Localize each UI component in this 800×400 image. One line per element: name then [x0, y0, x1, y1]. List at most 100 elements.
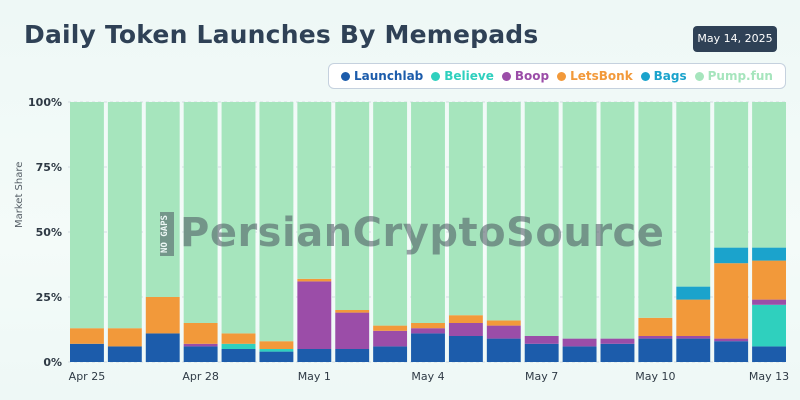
bar-segment-pump-fun[interactable]	[486, 102, 521, 321]
bar-segment-launchlab[interactable]	[448, 336, 483, 362]
bar-segment-launchlab[interactable]	[297, 349, 332, 362]
bar-segment-launchlab[interactable]	[486, 338, 521, 362]
bar-segment-pump-fun[interactable]	[676, 102, 711, 287]
legend-swatch	[640, 71, 650, 81]
bar-segment-pump-fun[interactable]	[714, 102, 749, 248]
bar-segment-boop[interactable]	[448, 323, 483, 336]
page-title: Daily Token Launches By Memepads	[24, 20, 539, 49]
bar-segment-believe[interactable]	[221, 343, 256, 349]
y-tick-label: 75%	[36, 161, 62, 174]
bar-segment-bags[interactable]	[752, 247, 786, 261]
legend-item-boop[interactable]: Boop	[501, 69, 550, 83]
legend-item-launchlab[interactable]: Launchlab	[340, 69, 423, 83]
bar-segment-pump-fun[interactable]	[70, 102, 104, 329]
bar-segment-boop[interactable]	[373, 330, 408, 347]
bar-segment-launchlab[interactable]	[411, 333, 445, 362]
bar-segment-launchlab[interactable]	[714, 341, 749, 362]
bar-segment-boop[interactable]	[297, 281, 332, 349]
bar-segment-letsbonk[interactable]	[335, 310, 370, 313]
bar-segment-boop[interactable]	[524, 336, 559, 344]
bar-segment-boop[interactable]	[562, 338, 597, 347]
legend-swatch	[340, 71, 350, 81]
bar-segment-letsbonk[interactable]	[145, 297, 180, 334]
legend-item-believe[interactable]: Believe	[431, 69, 494, 83]
bar-segment-letsbonk[interactable]	[297, 278, 332, 282]
bar-segment-launchlab[interactable]	[676, 338, 711, 362]
bar-segment-letsbonk[interactable]	[486, 320, 521, 326]
watermark-logo-block	[160, 212, 174, 256]
bar-segment-launchlab[interactable]	[183, 346, 218, 362]
bar-segment-pump-fun[interactable]	[297, 102, 332, 279]
legend-label: Believe	[444, 69, 494, 83]
y-tick-label: 100%	[28, 96, 62, 109]
x-tick-label: May 7	[525, 370, 558, 383]
bar-segment-launchlab[interactable]	[259, 351, 294, 362]
bar-segment-pump-fun[interactable]	[448, 102, 483, 316]
bar-segment-letsbonk[interactable]	[259, 341, 294, 349]
bar-segment-letsbonk[interactable]	[638, 317, 673, 336]
bar-segment-launchlab[interactable]	[373, 346, 408, 362]
bar-segment-letsbonk[interactable]	[411, 323, 445, 329]
bar-segment-boop[interactable]	[183, 343, 218, 347]
bar-segment-letsbonk[interactable]	[676, 299, 711, 336]
bar-segment-launchlab[interactable]	[145, 333, 180, 362]
bar-segment-pump-fun[interactable]	[524, 102, 559, 336]
bar-segment-launchlab[interactable]	[524, 343, 559, 362]
bar-segment-pump-fun[interactable]	[373, 102, 408, 326]
legend-label: Boop	[514, 69, 550, 83]
bar-segment-believe[interactable]	[752, 304, 786, 347]
bar-segment-pump-fun[interactable]	[411, 102, 445, 323]
bar-segment-launchlab[interactable]	[638, 338, 673, 362]
bar-segment-pump-fun[interactable]	[752, 102, 786, 248]
bar-segment-launchlab[interactable]	[70, 343, 104, 362]
bar-segment-boop[interactable]	[335, 312, 370, 349]
bar-segment-pump-fun[interactable]	[221, 102, 256, 334]
bar-segment-pump-fun[interactable]	[600, 102, 635, 339]
bar-segment-letsbonk[interactable]	[70, 328, 104, 344]
legend-label: LetsBonk	[570, 69, 633, 83]
bar-segment-letsbonk[interactable]	[221, 333, 256, 344]
bar-segment-launchlab[interactable]	[562, 346, 597, 362]
x-tick-label: Apr 28	[182, 370, 219, 383]
bar-segment-pump-fun[interactable]	[107, 102, 142, 329]
legend-swatch	[694, 71, 704, 81]
bar-segment-pump-fun[interactable]	[183, 102, 218, 323]
bar-segment-launchlab[interactable]	[752, 346, 786, 362]
bar-segment-letsbonk[interactable]	[373, 325, 408, 331]
bar-segment-pump-fun[interactable]	[335, 102, 370, 310]
bar-segment-boop[interactable]	[638, 336, 673, 339]
legend-swatch	[501, 71, 511, 81]
bar-segment-launchlab[interactable]	[335, 349, 370, 362]
bar-segment-pump-fun[interactable]	[638, 102, 673, 318]
bar-segment-bags[interactable]	[676, 286, 711, 300]
bar-segment-boop[interactable]	[486, 325, 521, 339]
x-tick-label: May 1	[298, 370, 331, 383]
bar-segment-pump-fun[interactable]	[145, 102, 180, 297]
bar-segment-pump-fun[interactable]	[562, 102, 597, 339]
bar-segment-letsbonk[interactable]	[183, 323, 218, 344]
bar-segment-bags[interactable]	[714, 247, 749, 264]
bar-segment-boop[interactable]	[752, 299, 786, 305]
x-tick-label: May 10	[635, 370, 675, 383]
bar-segment-launchlab[interactable]	[221, 349, 256, 362]
legend-item-pump-fun[interactable]: Pump.fun	[694, 69, 773, 83]
y-tick-label: 25%	[36, 291, 62, 304]
bar-segment-boop[interactable]	[676, 336, 711, 339]
bar-segment-letsbonk[interactable]	[714, 263, 749, 339]
bar-segment-boop[interactable]	[600, 338, 635, 344]
bar-segment-believe[interactable]	[259, 349, 294, 352]
bar-segment-pump-fun[interactable]	[259, 102, 294, 342]
x-axis-ticks: Apr 25 Apr 28 May 1 May 4 May 7 May 10 May 13	[69, 370, 789, 383]
y-tick-label: 0%	[43, 356, 62, 369]
watermark-text: PersianCryptoSource	[180, 210, 664, 256]
bar-segment-launchlab[interactable]	[107, 346, 142, 362]
bar-segment-boop[interactable]	[714, 338, 749, 342]
bar-segment-letsbonk[interactable]	[448, 315, 483, 323]
legend-item-letsbonk[interactable]: LetsBonk	[557, 69, 633, 83]
legend-item-bags[interactable]: Bags	[640, 69, 687, 83]
bar-segment-launchlab[interactable]	[600, 343, 635, 362]
bar-segment-letsbonk[interactable]	[107, 328, 142, 347]
bar-segment-boop[interactable]	[411, 328, 445, 334]
bar-segment-letsbonk[interactable]	[752, 260, 786, 300]
